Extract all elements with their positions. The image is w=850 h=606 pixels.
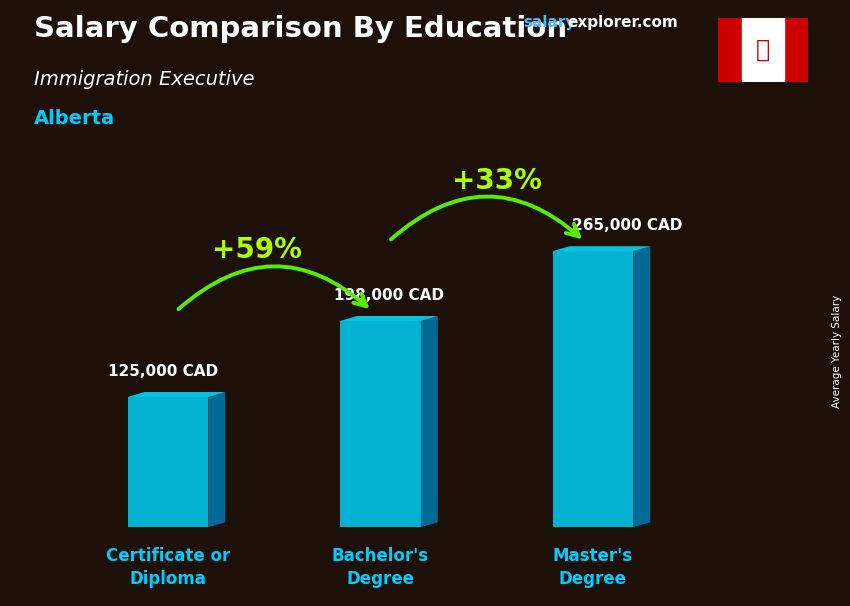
Polygon shape xyxy=(340,321,421,527)
Polygon shape xyxy=(552,246,650,251)
Bar xyxy=(718,18,742,82)
Text: explorer.com: explorer.com xyxy=(568,15,678,30)
Polygon shape xyxy=(208,392,225,527)
Polygon shape xyxy=(552,251,633,527)
Polygon shape xyxy=(128,397,208,527)
Bar xyxy=(742,18,784,82)
Text: 198,000 CAD: 198,000 CAD xyxy=(333,288,444,302)
Text: 125,000 CAD: 125,000 CAD xyxy=(108,364,218,379)
Polygon shape xyxy=(340,316,438,321)
Text: 🍁: 🍁 xyxy=(756,38,770,62)
Polygon shape xyxy=(421,316,438,527)
Polygon shape xyxy=(633,246,650,527)
Text: Alberta: Alberta xyxy=(34,109,115,128)
Text: salary: salary xyxy=(523,15,575,30)
Text: 265,000 CAD: 265,000 CAD xyxy=(571,218,682,233)
Text: +59%: +59% xyxy=(212,236,302,264)
Text: Salary Comparison By Education: Salary Comparison By Education xyxy=(34,15,567,43)
Text: Average Yearly Salary: Average Yearly Salary xyxy=(832,295,842,408)
Text: Immigration Executive: Immigration Executive xyxy=(34,70,254,88)
Polygon shape xyxy=(128,392,225,397)
Text: +33%: +33% xyxy=(452,167,542,195)
Bar xyxy=(784,18,808,82)
